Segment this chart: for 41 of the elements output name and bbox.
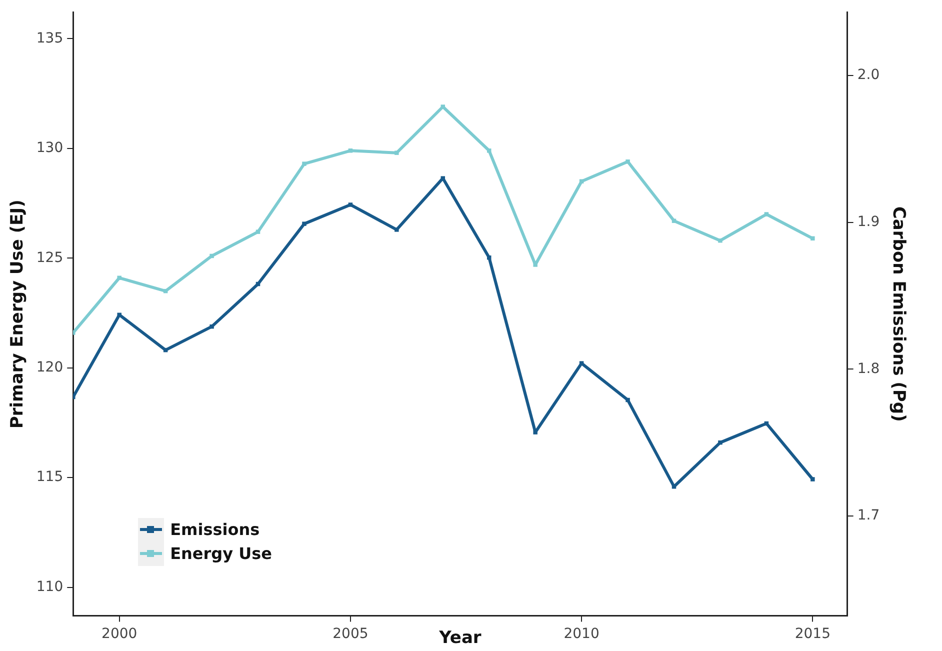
point: [764, 212, 769, 216]
x-tick-label: 2010: [564, 626, 600, 642]
point: [348, 202, 353, 207]
y-tick-label: 135: [36, 30, 64, 46]
point: [117, 276, 122, 280]
point: [302, 222, 306, 226]
point: [394, 228, 399, 232]
point: [718, 238, 722, 243]
y-tick-label: 130: [36, 140, 64, 156]
point: [810, 236, 815, 241]
point: [210, 254, 214, 258]
legend-label: Energy Use: [170, 544, 272, 564]
y-tick-label: 120: [36, 360, 64, 376]
y-axis-title: Primary Energy Use (EJ): [8, 200, 28, 429]
x-axis-title: Year: [438, 628, 482, 648]
y2-tick-label: 1.7: [857, 508, 880, 524]
point: [533, 430, 538, 434]
point: [672, 218, 676, 223]
point: [210, 324, 214, 329]
y2-axis-title: Carbon Emissions (Pg): [888, 206, 908, 422]
legend-label: Emissions: [170, 520, 260, 540]
point: [626, 398, 630, 402]
x-tick-label: 2005: [332, 626, 368, 642]
y-tick-label: 125: [36, 250, 64, 266]
point: [718, 440, 722, 445]
point: [579, 179, 584, 184]
point: [626, 159, 630, 164]
point: [302, 162, 306, 166]
point: [394, 150, 399, 155]
x-tick-label: 2015: [794, 626, 830, 642]
y-tick-label: 110: [36, 578, 64, 595]
point: [348, 148, 353, 153]
y2-tick-label: 1.9: [857, 214, 880, 230]
point: [486, 148, 492, 153]
point: [810, 477, 815, 482]
y2-tick-label: 1.8: [857, 360, 880, 377]
y2-tick-label: 2.0: [857, 67, 880, 84]
point: [256, 230, 260, 234]
y-tick-label: 115: [36, 469, 64, 486]
x-tick-label: 2000: [102, 626, 138, 642]
point: [533, 262, 538, 267]
